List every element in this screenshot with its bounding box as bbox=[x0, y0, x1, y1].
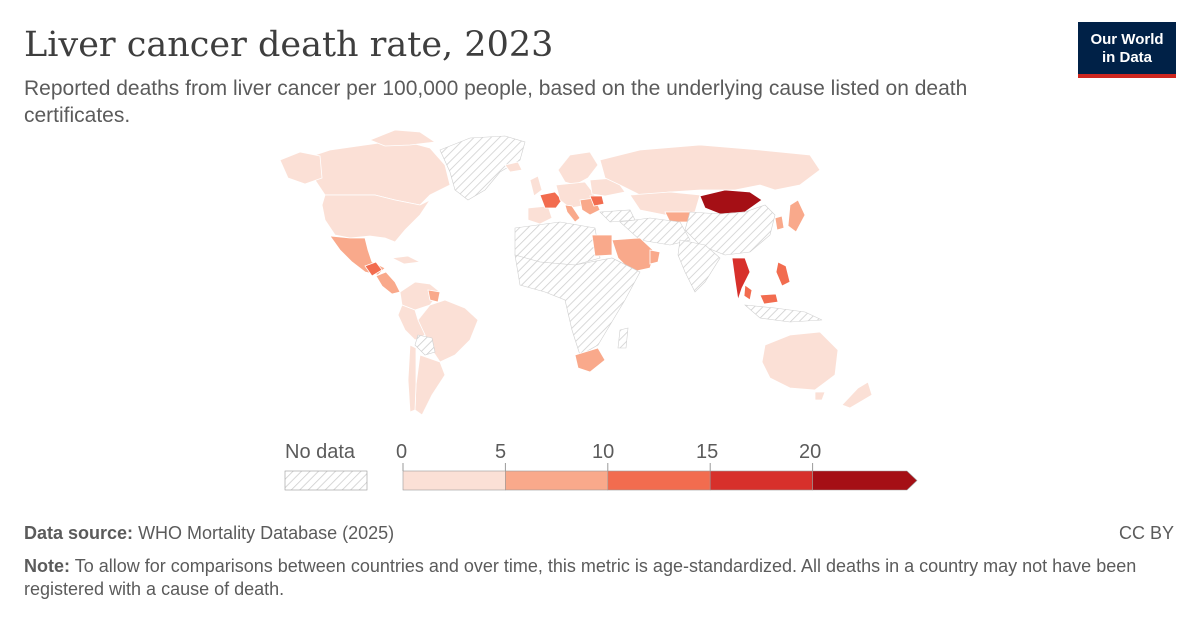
legend-bin-2[interactable] bbox=[607, 470, 711, 491]
country-sub-saharan-africa[interactable] bbox=[514, 254, 641, 356]
chart-note: Note: To allow for comparisons between c… bbox=[24, 555, 1154, 601]
country-guyana[interactable] bbox=[427, 289, 441, 303]
logo-line-1: Our World bbox=[1090, 31, 1164, 48]
country-egypt[interactable] bbox=[591, 234, 613, 257]
country-mongolia[interactable] bbox=[699, 189, 763, 215]
country-russia[interactable] bbox=[599, 144, 821, 196]
country-china[interactable] bbox=[684, 204, 776, 256]
country-japan[interactable] bbox=[787, 199, 806, 233]
logo-line-2: in Data bbox=[1101, 49, 1152, 66]
legend-bin-4[interactable] bbox=[812, 470, 918, 491]
country-alaska[interactable] bbox=[279, 151, 323, 185]
country-italy[interactable] bbox=[564, 204, 581, 223]
country-saudi-arabia[interactable] bbox=[611, 237, 656, 273]
source-link[interactable]: WHO Mortality Database (2025) bbox=[138, 523, 395, 543]
legend-tick-10: 10 bbox=[592, 441, 615, 463]
legend-color-scale[interactable] bbox=[402, 463, 918, 491]
chart-subtitle: Reported deaths from liver cancer per 10… bbox=[24, 77, 968, 127]
country-kazakhstan[interactable] bbox=[629, 191, 701, 216]
legend-no-data-swatch[interactable] bbox=[284, 470, 368, 491]
license-link[interactable]: CC BY bbox=[1118, 523, 1174, 543]
legend-no-data-label: No data bbox=[285, 441, 356, 463]
country-philippines[interactable] bbox=[775, 261, 791, 287]
legend-bin-1[interactable] bbox=[505, 470, 609, 491]
data-source: Data source: WHO Mortality Database (202… bbox=[24, 522, 394, 545]
country-canada-islands[interactable] bbox=[368, 129, 437, 147]
country-uk[interactable] bbox=[529, 175, 543, 197]
country-argentina[interactable] bbox=[414, 354, 446, 416]
country-spain-portugal[interactable] bbox=[527, 205, 553, 225]
source-label: Data source: bbox=[24, 523, 134, 543]
legend-bin-3[interactable] bbox=[709, 470, 813, 491]
country-tasmania[interactable] bbox=[814, 391, 826, 401]
legend-tick-20: 20 bbox=[799, 441, 822, 463]
note-label: Note: bbox=[24, 556, 70, 576]
country-madagascar[interactable] bbox=[617, 327, 629, 349]
country-bolivia[interactable] bbox=[414, 334, 436, 356]
country-scandinavia[interactable] bbox=[557, 151, 599, 186]
country-cuba[interactable] bbox=[390, 255, 422, 265]
legend-tick-15: 15 bbox=[696, 441, 719, 463]
country-southeast-asia[interactable] bbox=[743, 284, 753, 301]
country-indonesia[interactable] bbox=[744, 304, 823, 323]
country-thailand[interactable] bbox=[731, 257, 751, 301]
country-guatemala[interactable] bbox=[364, 261, 383, 277]
note-text: To allow for comparisons between countri… bbox=[24, 556, 1137, 599]
country-usa[interactable] bbox=[321, 194, 432, 243]
legend-tick-0: 0 bbox=[396, 441, 408, 463]
legend-tick-5: 5 bbox=[495, 441, 507, 463]
country-india[interactable] bbox=[677, 239, 721, 293]
country-turkey[interactable] bbox=[599, 209, 636, 223]
country-france[interactable] bbox=[539, 191, 563, 209]
country-malaysia[interactable] bbox=[759, 293, 779, 305]
country-iceland[interactable] bbox=[504, 161, 523, 173]
country-greenland[interactable] bbox=[439, 135, 526, 201]
chart-title: Liver cancer death rate, 2023 bbox=[24, 25, 554, 65]
country-romania[interactable] bbox=[589, 195, 605, 207]
country-central-america[interactable] bbox=[375, 271, 401, 295]
country-australia[interactable] bbox=[761, 331, 839, 391]
country-korea[interactable] bbox=[774, 215, 785, 231]
country-chile[interactable] bbox=[407, 344, 417, 413]
country-new-zealand[interactable] bbox=[841, 381, 873, 409]
country-oman[interactable] bbox=[649, 249, 661, 265]
country-south-africa[interactable] bbox=[574, 347, 606, 373]
legend-bin-0[interactable] bbox=[402, 470, 506, 491]
owid-logo[interactable]: Our World in Data bbox=[1078, 22, 1176, 78]
